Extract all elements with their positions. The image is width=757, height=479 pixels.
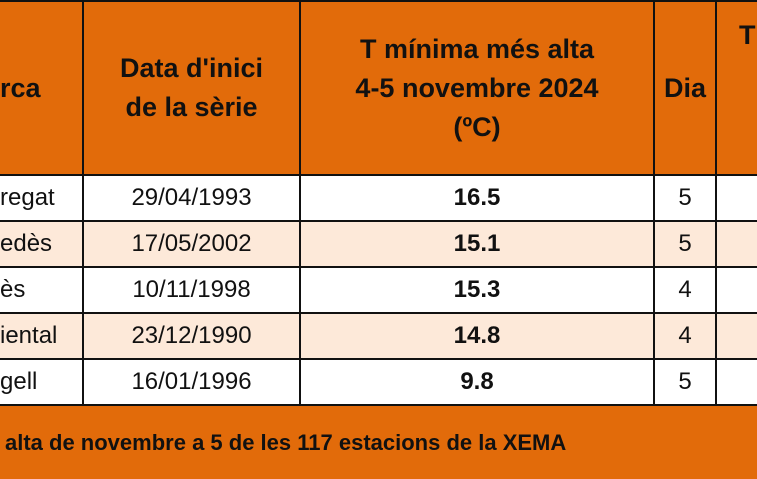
header-row: rca Data d'inici de la sèrie T mínima més a…	[0, 0, 757, 176]
table-cell: 23/12/1990	[82, 312, 301, 360]
table-row: ès 10/11/1998 15.3 4	[0, 266, 757, 314]
header-line: (ºC)	[453, 111, 501, 142]
table-cell: 4	[653, 266, 717, 314]
table-row: gell 16/01/1996 9.8 5	[0, 358, 757, 406]
footer-note: alta de novembre a 5 de les 117 estacion…	[0, 404, 757, 479]
table-cell: ès	[0, 266, 84, 314]
table-cell: 17/05/2002	[82, 220, 301, 268]
table-cell: 5	[653, 358, 717, 406]
table-cell	[715, 312, 757, 360]
table-cell	[715, 174, 757, 222]
header-line: T mínima més alta	[359, 33, 595, 64]
header-cell: T mínima més alta 4-5 novembre 2024 (ºC)	[299, 0, 655, 176]
header-cell: T	[715, 0, 757, 176]
header-line: 4-5 novembre 2024	[355, 72, 599, 103]
table-row: regat 29/04/1993 16.5 5	[0, 174, 757, 222]
table-cell: 10/11/1998	[82, 266, 301, 314]
table-cell: 29/04/1993	[82, 174, 301, 222]
table-cell: 15.3	[299, 266, 655, 314]
table-cell: 5	[653, 174, 717, 222]
table-cell: regat	[0, 174, 84, 222]
table-cell: iental	[0, 312, 84, 360]
table-cell: 9.8	[299, 358, 655, 406]
table-cell: 5	[653, 220, 717, 268]
table-cell	[715, 220, 757, 268]
table-row: iental 23/12/1990 14.8 4	[0, 312, 757, 360]
header-line: Data d'inici	[120, 53, 263, 83]
table-cell	[715, 266, 757, 314]
header-cell: Dia	[653, 0, 717, 176]
header-line: rca	[0, 72, 41, 103]
table-cell: 15.1	[299, 220, 655, 268]
table-cell: 4	[653, 312, 717, 360]
header-line: de la sèrie	[125, 92, 258, 122]
header-line: T	[739, 20, 756, 50]
table-cell: edès	[0, 220, 84, 268]
table-cell	[715, 358, 757, 406]
footer-row: alta de novembre a 5 de les 117 estacion…	[0, 404, 757, 479]
header-line: Dia	[663, 72, 707, 103]
table-cell: 14.8	[299, 312, 655, 360]
header-cell: Data d'inici de la sèrie	[82, 0, 301, 176]
header-cell: rca	[0, 0, 84, 176]
table-cell: 16.5	[299, 174, 655, 222]
table-cell: gell	[0, 358, 84, 406]
table-row: edès 17/05/2002 15.1 5	[0, 220, 757, 268]
table-cell: 16/01/1996	[82, 358, 301, 406]
